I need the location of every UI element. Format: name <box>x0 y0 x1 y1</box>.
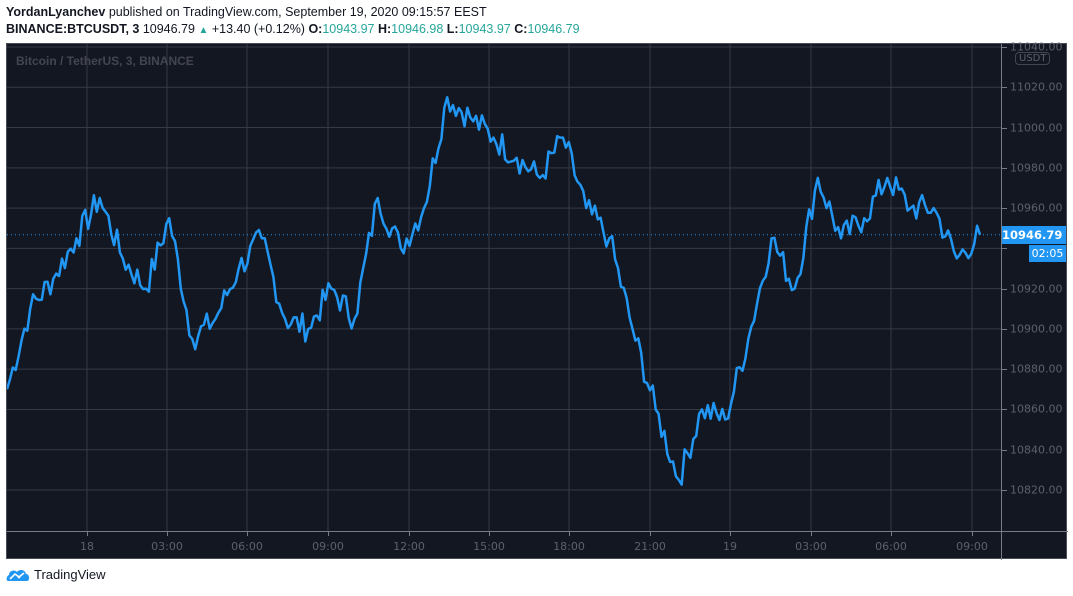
price-tick <box>1002 248 1007 250</box>
price-tick <box>1002 369 1007 371</box>
price-tick-label: 11000.00 <box>1010 121 1063 135</box>
symbol-label: BINANCE:BTCUSDT, 3 <box>6 22 140 36</box>
price-tick <box>1002 409 1007 411</box>
price-tick-label: 10820.00 <box>1010 483 1063 497</box>
time-tick-label: 19 <box>723 540 737 553</box>
price-tick-label: 10860.00 <box>1010 402 1063 416</box>
price-tick-label: 10840.00 <box>1010 443 1063 457</box>
plot-area[interactable]: Bitcoin / TetherUS, 3, BINANCE <box>5 44 1001 531</box>
time-tick-label: 21:00 <box>634 540 666 553</box>
time-tick-label: 03:00 <box>795 540 827 553</box>
price-tick <box>1002 87 1007 89</box>
unit-badge[interactable]: USDT <box>1015 52 1051 65</box>
low-label: L: <box>446 22 459 36</box>
time-tick <box>569 532 570 536</box>
price-tick <box>1002 449 1007 451</box>
price-line-chart[interactable] <box>5 44 1001 531</box>
up-arrow-icon: ▲ <box>198 25 209 36</box>
price-axis[interactable]: USDT 10946.79 02:05 11040.00 11020.00 1100… <box>1001 40 1068 531</box>
footer-brand[interactable]: TradingView <box>6 567 106 582</box>
open-label: O: <box>308 22 323 36</box>
footer-brand-text: TradingView <box>34 567 106 582</box>
time-tick <box>730 532 731 536</box>
price-tick-label: 10880.00 <box>1010 362 1063 376</box>
high-label: H: <box>377 22 392 36</box>
time-tick <box>247 532 248 536</box>
time-tick <box>167 532 168 536</box>
time-tick <box>891 532 892 536</box>
publish-line: YordanLyanchev published on TradingView.… <box>6 4 580 21</box>
price-tick <box>1002 47 1007 48</box>
author-name[interactable]: YordanLyanchev <box>6 5 106 19</box>
time-tick-label: 15:00 <box>473 540 505 553</box>
tradingview-logo-icon <box>6 569 30 581</box>
close-value: 10946.79 <box>527 22 580 36</box>
chart-frame: Bitcoin / TetherUS, 3, BINANCE USDT 1094… <box>5 40 1068 560</box>
change-value: +13.40 (+0.12%) <box>211 22 305 36</box>
high-value: 10946.98 <box>391 22 444 36</box>
price-series-line <box>5 96 982 486</box>
open-value: 10943.97 <box>322 22 375 36</box>
time-tick-label: 06:00 <box>875 540 907 553</box>
time-axis[interactable]: 18 03:00 06:00 09:00 12:00 15:00 18:00 21:00 19 0… <box>7 531 1001 560</box>
time-tick <box>972 532 973 536</box>
price-tick-label: 10920.00 <box>1010 282 1063 296</box>
price-tick-label: 10960.00 <box>1010 201 1063 215</box>
time-tick <box>328 532 329 536</box>
price-tick-label: 11020.00 <box>1010 80 1063 94</box>
time-tick <box>409 532 410 536</box>
low-value: 10943.97 <box>458 22 511 36</box>
time-tick-label: 09:00 <box>312 540 344 553</box>
price-tick <box>1002 328 1007 330</box>
last-price-tag: 10946.79 <box>1002 225 1066 244</box>
published-text: published on TradingView.com, September … <box>108 5 487 19</box>
price-tick <box>1002 127 1007 129</box>
time-tick <box>87 532 88 536</box>
price-tick-label: 10980.00 <box>1010 161 1063 175</box>
time-tick-label: 03:00 <box>151 540 183 553</box>
time-tick-label: 18 <box>80 540 94 553</box>
close-label: C: <box>514 22 528 36</box>
time-tick-label: 09:00 <box>956 540 988 553</box>
price-tick <box>1002 208 1007 210</box>
bar-countdown: 02:05 <box>1029 244 1066 262</box>
chart-watermark: Bitcoin / TetherUS, 3, BINANCE <box>16 54 194 68</box>
price-tick-label: 11040.00 <box>1010 40 1063 54</box>
time-tick-label: 06:00 <box>231 540 263 553</box>
time-tick-label: 12:00 <box>393 540 425 553</box>
price-tick-label: 10900.00 <box>1010 322 1063 336</box>
time-tick <box>811 532 812 536</box>
price-tick <box>1002 490 1007 491</box>
time-tick <box>650 532 651 536</box>
ohlc-line: BINANCE:BTCUSDT, 3 10946.79 ▲ +13.40 (+0… <box>6 21 580 39</box>
axis-corner <box>1001 531 1068 560</box>
time-tick <box>489 532 490 536</box>
time-tick-label: 18:00 <box>553 540 585 553</box>
last-price: 10946.79 <box>142 22 195 36</box>
chart-header: YordanLyanchev published on TradingView.… <box>6 4 580 39</box>
price-tick <box>1002 167 1007 169</box>
price-tick <box>1002 288 1007 290</box>
